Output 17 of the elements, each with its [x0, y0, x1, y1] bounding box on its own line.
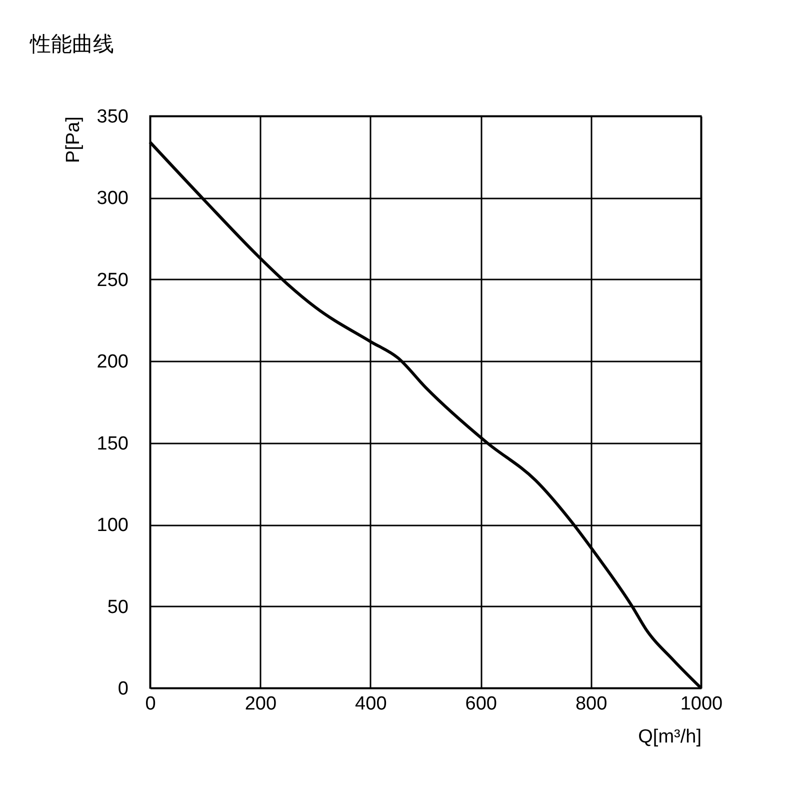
x-tick-label: 200: [244, 694, 277, 714]
chart-title: 性能曲线: [29, 33, 114, 56]
x-tick-label: 600: [465, 694, 497, 714]
x-tick-label: 400: [355, 694, 387, 714]
y-tick-label: 50: [107, 596, 128, 618]
y-tick-label: 100: [96, 515, 128, 536]
x-tick-label: 1000: [680, 694, 723, 714]
y-tick-label: 350: [96, 106, 128, 128]
y-tick-label: 200: [96, 352, 128, 373]
y-tick-label: 300: [96, 188, 128, 210]
y-axis-title: P[Pa]: [62, 116, 84, 163]
x-tick-label: 800: [575, 694, 608, 714]
y-tick-label: 0: [118, 678, 128, 700]
y-tick-label: 250: [96, 270, 128, 291]
y-tick-label: 150: [96, 433, 128, 454]
x-axis-title: Q[m³/h]: [638, 726, 702, 748]
x-tick-label: 0: [145, 694, 156, 714]
